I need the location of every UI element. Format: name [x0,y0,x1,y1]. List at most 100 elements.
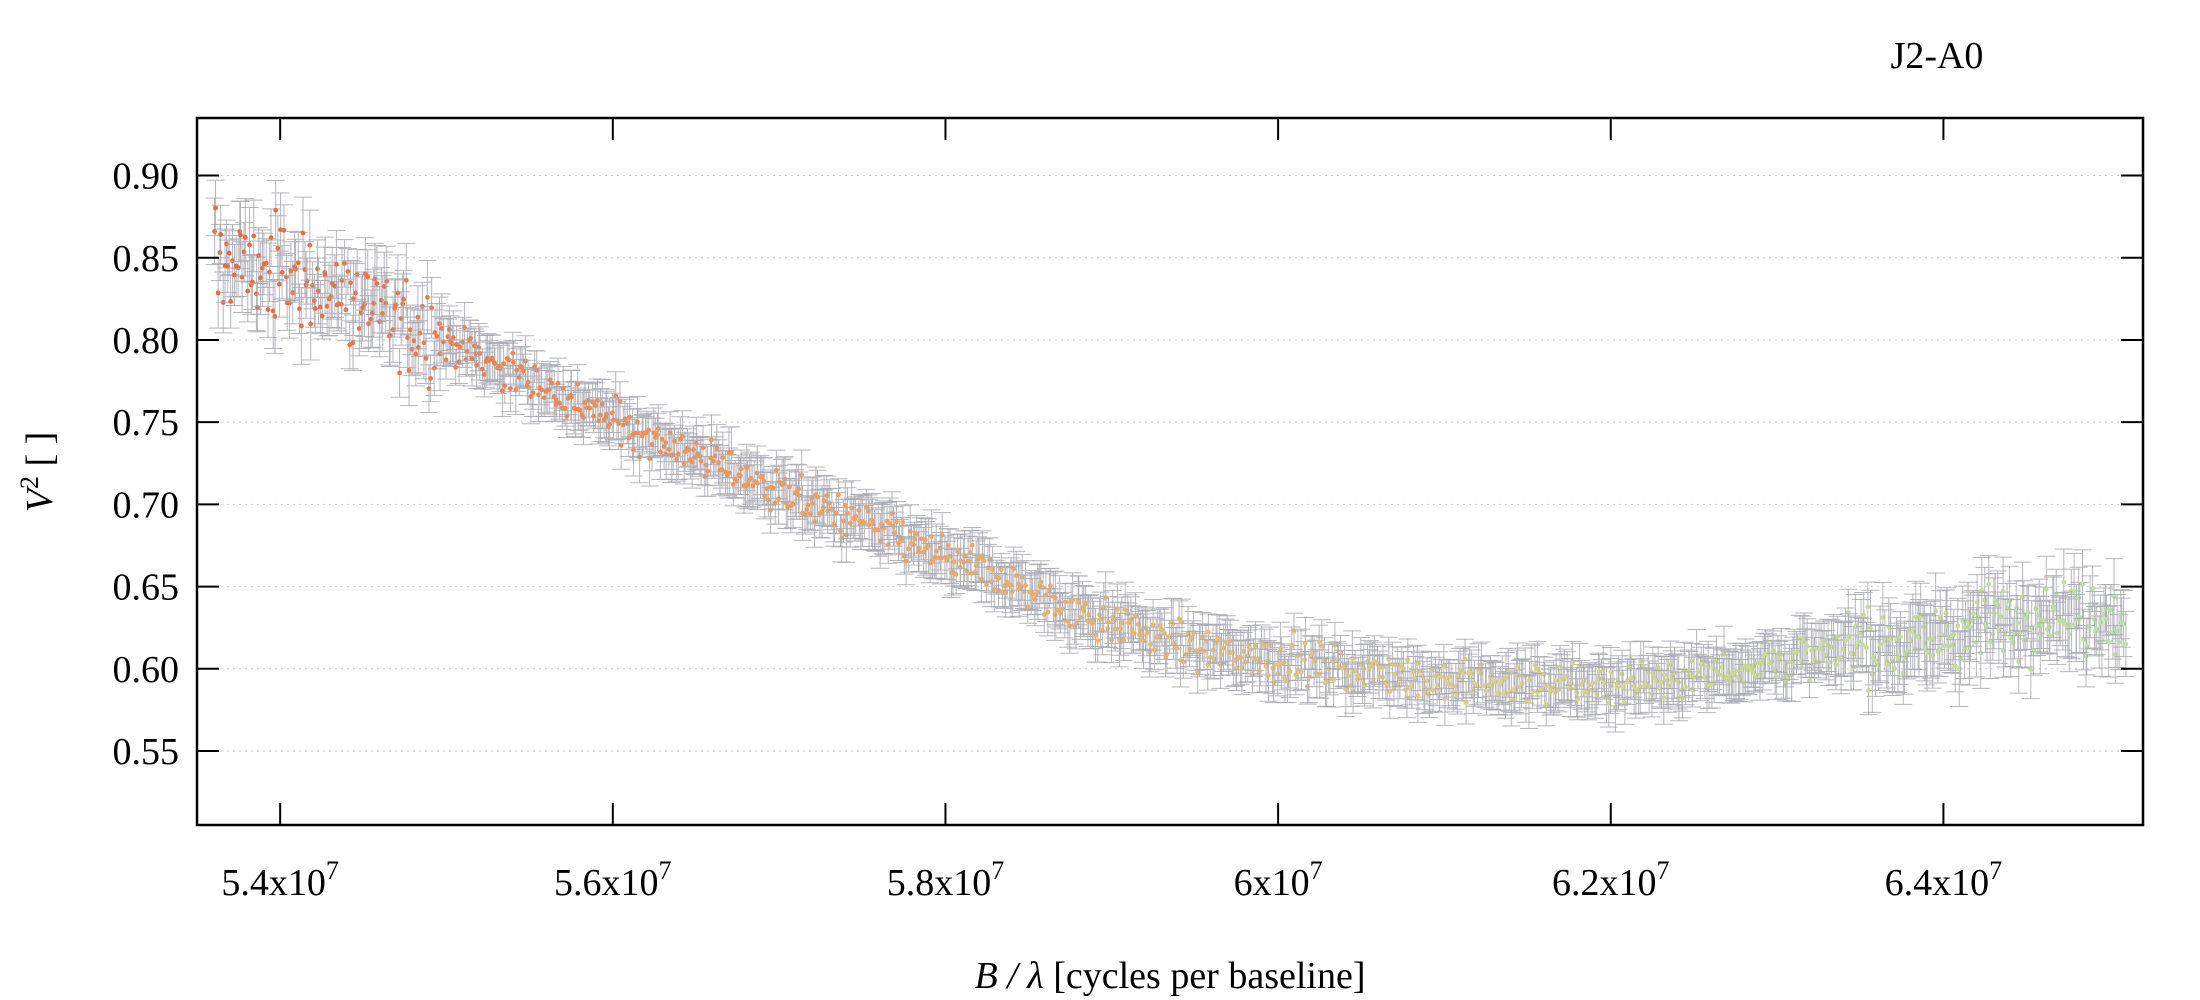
data-point [1106,606,1125,652]
data-point [1976,595,1995,653]
data-point [507,348,526,392]
data-point [260,242,279,303]
data-series [205,179,2135,733]
data-point [297,251,316,319]
data-point [1199,613,1218,651]
data-point [1457,681,1476,725]
data-point [1832,620,1851,695]
data-point [927,523,946,579]
data-point [419,364,438,414]
data-point [2116,610,2135,678]
data-point [676,431,695,472]
data-point [895,536,914,575]
data-point [313,292,332,340]
data-point [1563,640,1582,686]
y-tick-label: 0.65 [113,567,180,609]
data-point [1091,591,1110,647]
data-point [1770,640,1789,679]
data-point [1424,668,1443,712]
data-point [1871,605,1890,684]
data-point [1497,651,1516,704]
data-point [1953,585,1972,657]
data-point [221,274,240,329]
x-tick-label: 6x107 [1234,856,1323,904]
data-point [1881,603,1900,676]
data-point [1508,642,1527,694]
data-point [406,321,425,387]
data-point [706,436,725,476]
data-point [1126,592,1145,640]
data-point [365,242,384,316]
data-point [503,331,522,375]
data-point [259,280,278,339]
data-point [2037,555,2056,624]
data-point [1541,665,1560,714]
data-point [1351,637,1370,693]
data-point [855,504,874,541]
data-point [815,474,834,527]
data-point [1320,661,1339,696]
data-point [1664,654,1683,706]
data-point [1483,660,1502,711]
data-point [1668,653,1687,708]
data-point [401,304,420,356]
data-point [1286,654,1305,696]
data-point [1724,648,1743,701]
data-point [1921,600,1940,679]
data-point [628,396,647,448]
x-tick-label: 5.6x107 [554,856,672,904]
data-point [722,426,741,479]
data-point [1386,657,1405,691]
data-point [799,477,818,533]
data-point [1788,633,1807,670]
data-point [2047,601,2066,665]
data-point [458,327,477,376]
data-point [829,478,848,512]
data-point [469,323,488,372]
data-point [1472,641,1491,688]
data-point [336,278,355,341]
data-point [1583,664,1602,703]
data-point [673,410,692,463]
data-point [251,240,270,316]
data-point [748,456,767,510]
data-point [244,199,263,273]
data-point [1051,592,1070,634]
data-point [1140,626,1159,678]
data-point [692,437,711,486]
axis-ticks [197,118,2143,825]
data-point [1141,616,1160,673]
data-point [1682,642,1701,680]
data-point [2073,549,2092,620]
data-point [1547,653,1566,708]
data-point [394,269,413,329]
data-point [808,469,827,525]
data-point [274,204,293,257]
data-point [1996,598,2015,668]
data-point [306,284,325,333]
data-point [586,382,605,429]
data-point [1906,580,1925,654]
data-point [959,535,978,587]
data-point [1223,629,1242,676]
data-point [1939,621,1958,671]
data-point [1798,618,1817,675]
data-point [2062,590,2081,660]
data-point [1074,584,1093,638]
data-point [473,348,492,390]
data-point [554,366,573,412]
data-point [1056,582,1075,621]
data-point [778,484,797,530]
data-point [1325,621,1344,670]
data-point [249,227,268,285]
data-point [1241,625,1260,674]
data-point [338,248,357,295]
data-point [600,398,619,451]
data-point [466,331,485,376]
data-point [341,259,360,306]
data-point [358,249,377,305]
data-point [416,332,435,385]
data-point [231,200,250,270]
y-tick-label: 0.60 [113,649,180,691]
data-point [243,253,262,311]
